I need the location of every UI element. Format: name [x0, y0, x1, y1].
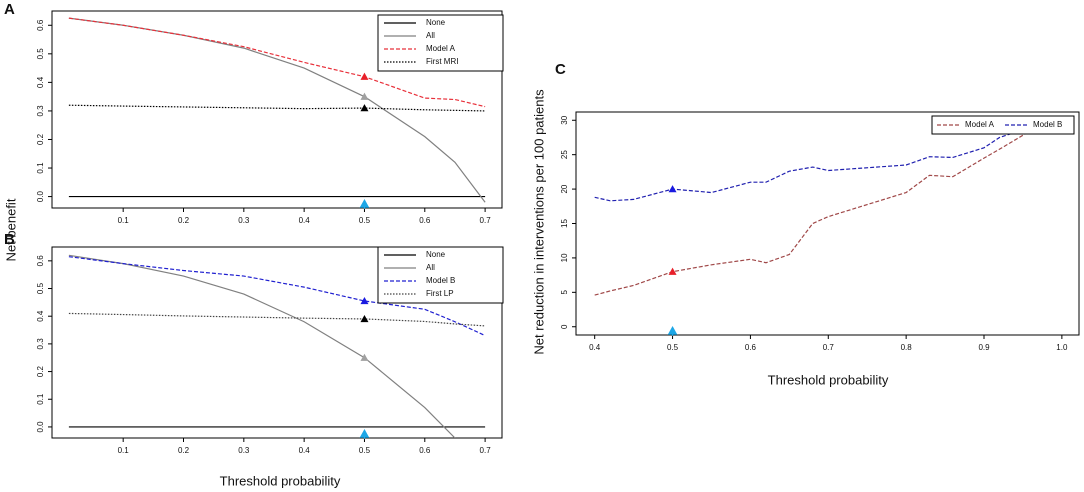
x-tick-label: 0.5: [359, 216, 371, 225]
y-tick-label: 0.4: [36, 310, 45, 322]
panel-letter: C: [555, 61, 566, 78]
x-tick-label: 0.4: [299, 446, 311, 455]
y-tick-label: 10: [560, 253, 569, 262]
plot-frame: [575, 111, 1080, 336]
series-line: [68, 104, 486, 112]
threshold-marker: [359, 198, 370, 209]
y-tick-label: 0.4: [36, 76, 45, 88]
x-tick-label: 0.5: [359, 446, 371, 455]
x-tick-label: 0.4: [589, 343, 601, 352]
highlight-marker: [360, 296, 369, 305]
y-tick-label: 20: [560, 184, 569, 193]
legend-label: All: [426, 263, 435, 272]
legend-box: [377, 246, 504, 304]
x-tick-label: 0.3: [238, 446, 250, 455]
highlight-marker: [360, 314, 369, 323]
y-tick-label: 0.0: [36, 421, 45, 433]
y-tick-label: 30: [560, 115, 569, 124]
x-tick-label: 0.1: [118, 216, 130, 225]
legend-label: Model A: [965, 120, 995, 129]
y-tick-label: 0.5: [36, 282, 45, 294]
y-tick-label: 0.3: [36, 105, 45, 117]
x-tick-label: 0.2: [178, 446, 190, 455]
x-tick-label: 0.7: [480, 216, 492, 225]
legend-label: First LP: [426, 289, 454, 298]
series-line: [594, 130, 1032, 296]
plot-frame: [51, 10, 503, 209]
plot-area: [594, 126, 1032, 296]
series-line: [68, 256, 486, 337]
series-line: [594, 126, 1031, 202]
legend-box: [931, 115, 1075, 135]
plot-frame: [51, 246, 503, 439]
y-tick-label: 0: [560, 324, 569, 329]
y-tick-label: 0.1: [36, 393, 45, 405]
legend-label: First MRI: [426, 57, 458, 66]
y-tick-label: 0.2: [36, 133, 45, 145]
y-tick-label: 0.1: [36, 162, 45, 174]
x-tick-label: 0.2: [178, 216, 190, 225]
highlight-marker: [360, 72, 369, 80]
threshold-marker: [359, 428, 370, 439]
y-tick-label: 0.5: [36, 48, 45, 60]
highlight-marker: [668, 185, 677, 193]
y-tick-label: 5: [560, 290, 569, 295]
y-tick-label: 0.3: [36, 338, 45, 350]
x-tick-label: 0.1: [118, 446, 130, 455]
x-tick-label: 0.7: [480, 446, 492, 455]
legend-label: None: [426, 250, 446, 259]
plot-area: [68, 17, 486, 203]
x-tick-label: 0.4: [299, 216, 311, 225]
x-tick-label: 0.8: [901, 343, 913, 352]
threshold-marker: [667, 325, 678, 336]
panel-letter: B: [4, 231, 15, 248]
x-tick-label: 0.6: [745, 343, 757, 352]
y-tick-label: 0.2: [36, 365, 45, 377]
series-line: [68, 254, 456, 438]
series-line: [68, 17, 486, 108]
legend-label: None: [426, 18, 446, 27]
highlight-marker: [668, 267, 677, 275]
x-tick-label: 0.6: [419, 216, 431, 225]
x-tick-label: 1.0: [1056, 343, 1068, 352]
x-tick-label: 0.3: [238, 216, 250, 225]
highlight-marker: [360, 104, 369, 112]
x-tick-label: 0.9: [978, 343, 990, 352]
x-axis-label: Threshold probability: [768, 372, 889, 387]
legend-label: All: [426, 31, 435, 40]
y-tick-label: 0.6: [36, 19, 45, 31]
legend-label: Model B: [1033, 120, 1062, 129]
plot-area: [68, 254, 486, 438]
y-tick-label: 25: [560, 150, 569, 159]
series-line: [68, 312, 486, 327]
legend-label: Model B: [426, 276, 455, 285]
y-axis-label: Net benefit: [3, 198, 18, 261]
panel-letter: A: [4, 1, 15, 18]
x-tick-label: 0.5: [667, 343, 679, 352]
y-tick-label: 15: [560, 219, 569, 228]
y-axis-label: Net reduction in interventions per 100 p…: [531, 89, 546, 355]
highlight-marker: [360, 353, 369, 361]
legend-box: [377, 14, 504, 72]
y-tick-label: 0.0: [36, 190, 45, 202]
highlight-marker: [360, 92, 369, 100]
x-axis-label: Threshold probability: [220, 473, 341, 488]
x-tick-label: 0.6: [419, 446, 431, 455]
legend-label: Model A: [426, 44, 456, 53]
x-tick-label: 0.7: [823, 343, 835, 352]
y-tick-label: 0.6: [36, 255, 45, 267]
